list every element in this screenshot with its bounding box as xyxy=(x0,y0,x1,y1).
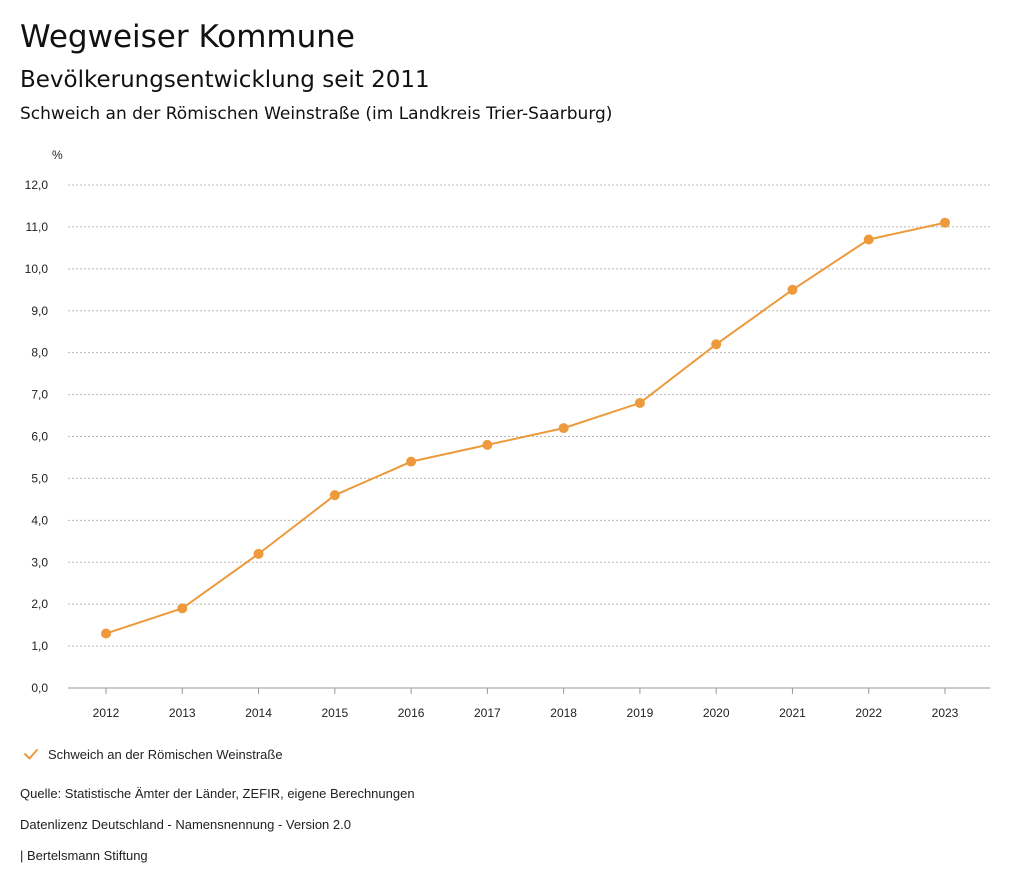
source-note: Quelle: Statistische Ämter der Länder, Z… xyxy=(20,786,415,801)
y-tick-label: 8,0 xyxy=(31,346,48,360)
x-tick-label: 2019 xyxy=(627,706,654,720)
y-tick-label: 9,0 xyxy=(31,304,48,318)
y-tick-label: 3,0 xyxy=(31,555,48,569)
y-tick-label: 11,0 xyxy=(26,220,49,234)
y-tick-label: 6,0 xyxy=(31,430,48,444)
y-tick-label: 4,0 xyxy=(31,513,48,527)
x-tick-label: 2021 xyxy=(779,706,806,720)
app-title: Wegweiser Kommune xyxy=(20,19,355,55)
chart-header: Wegweiser Kommune Bevölkerungsentwicklun… xyxy=(20,18,1004,125)
data-point xyxy=(634,397,645,408)
y-unit-label: % xyxy=(52,148,63,162)
data-point xyxy=(711,339,722,350)
x-tick-label: 2015 xyxy=(321,706,348,720)
x-tick-label: 2023 xyxy=(932,706,959,720)
y-tick-label: 10,0 xyxy=(25,262,49,276)
grid-lines xyxy=(68,184,990,647)
legend-label: Schweich an der Römischen Weinstraße xyxy=(48,746,283,762)
series-group xyxy=(101,217,950,639)
y-tick-label: 0,0 xyxy=(31,681,48,695)
data-point xyxy=(406,456,417,467)
brand-note: | Bertelsmann Stiftung xyxy=(20,848,148,863)
y-tick-label: 12,0 xyxy=(25,178,49,192)
x-tick-label: 2017 xyxy=(474,706,501,720)
data-point xyxy=(329,490,340,501)
check-icon[interactable] xyxy=(22,745,40,763)
chart-subtitle: Bevölkerungsentwicklung seit 2011 xyxy=(20,67,430,93)
x-tick-label: 2016 xyxy=(398,706,425,720)
data-point xyxy=(940,217,950,228)
data-point xyxy=(787,284,798,295)
data-point xyxy=(177,603,188,614)
data-point xyxy=(482,439,493,450)
x-tick-label: 2020 xyxy=(703,706,730,720)
chart-legend[interactable]: Schweich an der Römischen Weinstraße xyxy=(22,745,283,763)
x-tick-label: 2022 xyxy=(855,706,882,720)
x-tick-label: 2014 xyxy=(245,706,272,720)
data-point xyxy=(863,234,874,245)
x-tick-label: 2012 xyxy=(93,706,120,720)
data-point xyxy=(101,628,111,639)
data-point xyxy=(558,423,569,434)
axes: % 0,0 1,0 2,0 3,0 4,0 5,0 6,0 7,0 8,0 9,0 10,0 11,0 1… xyxy=(25,148,990,720)
license-note: Datenlizenz Deutschland - Namensnennung … xyxy=(20,817,351,832)
data-point xyxy=(253,548,264,559)
x-tick-label: 2013 xyxy=(169,706,196,720)
series-line xyxy=(105,221,946,635)
y-tick-label: 5,0 xyxy=(31,471,48,485)
y-tick-label: 7,0 xyxy=(31,388,48,402)
y-tick-label: 2,0 xyxy=(31,597,48,611)
x-tick-label: 2018 xyxy=(550,706,577,720)
municipality-name: Schweich an der Römischen Weinstraße (im… xyxy=(20,104,613,124)
population-line-chart: % 0,0 1,0 2,0 3,0 4,0 5,0 6,0 7,0 8,0 9,0 10,0 11,0 1… xyxy=(25,148,990,720)
y-tick-label: 1,0 xyxy=(31,639,48,653)
